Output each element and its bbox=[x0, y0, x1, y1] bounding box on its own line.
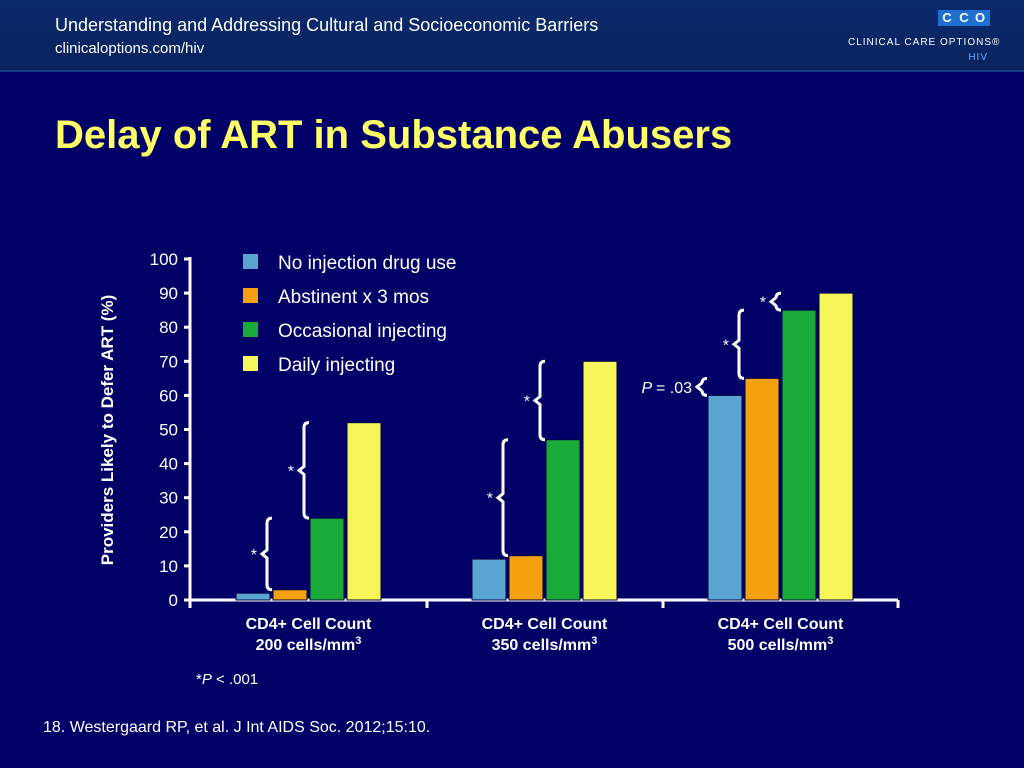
bar bbox=[545, 439, 581, 601]
significance-bracket bbox=[296, 421, 310, 520]
y-tick-label: 40 bbox=[159, 455, 178, 474]
header-divider bbox=[0, 70, 1024, 72]
legend-swatch bbox=[243, 254, 258, 269]
slide-title: Delay of ART in Substance Abusers bbox=[55, 113, 733, 157]
significance-bracket bbox=[259, 516, 273, 592]
reference-citation: 18. Westergaard RP, et al. J Int AIDS So… bbox=[43, 719, 431, 736]
bar bbox=[744, 377, 780, 601]
significance-bracket bbox=[731, 308, 745, 380]
header-bar: Understanding and Addressing Cultural an… bbox=[0, 0, 1024, 72]
significance-label: * bbox=[760, 295, 766, 312]
bar bbox=[818, 292, 854, 601]
bar bbox=[707, 394, 743, 601]
category-label-line2: 200 cells/mm3 bbox=[256, 635, 362, 654]
y-tick-label: 10 bbox=[159, 557, 178, 576]
y-tick-label: 70 bbox=[159, 352, 178, 371]
header-url[interactable]: clinicaloptions.com/hiv bbox=[55, 40, 205, 57]
significance-label: P = .03 bbox=[641, 380, 692, 397]
y-tick-label: 90 bbox=[159, 284, 178, 303]
logo-section: HIV bbox=[968, 52, 988, 63]
logo-mark: C C O bbox=[938, 10, 990, 26]
significance-label: * bbox=[524, 394, 530, 411]
bar bbox=[508, 555, 544, 601]
bar bbox=[235, 592, 271, 601]
p-value-text: = .03 bbox=[656, 380, 692, 397]
significance-label: * bbox=[288, 463, 294, 480]
legend-label: Abstinent x 3 mos bbox=[278, 287, 429, 308]
legend-label: No injection drug use bbox=[278, 253, 457, 274]
category-label-line2: 350 cells/mm3 bbox=[492, 635, 598, 654]
logo-letter: C bbox=[942, 10, 952, 25]
legend-swatch bbox=[243, 356, 258, 371]
significance-bracket bbox=[768, 291, 782, 312]
footnote: *P < .001 bbox=[196, 671, 258, 688]
p-value-italic: P bbox=[641, 380, 656, 397]
logo-letter: O bbox=[974, 10, 986, 25]
legend-label: Occasional injecting bbox=[278, 321, 447, 342]
significance-label: * bbox=[251, 547, 257, 564]
logo-letter: C bbox=[959, 10, 969, 25]
legend-label: Daily injecting bbox=[278, 355, 395, 376]
header-title: Understanding and Addressing Cultural an… bbox=[55, 15, 599, 35]
category-label-line2: 500 cells/mm3 bbox=[728, 635, 834, 654]
category-label-line1: CD4+ Cell Count bbox=[246, 616, 372, 633]
significance-label: * bbox=[487, 491, 493, 508]
logo-name: CLINICAL CARE OPTIONS® bbox=[848, 37, 1001, 48]
footnote-star: * bbox=[196, 671, 202, 688]
bar bbox=[346, 422, 382, 601]
significance-bracket bbox=[495, 438, 509, 558]
legend-swatch bbox=[243, 322, 258, 337]
legend-swatch bbox=[243, 288, 258, 303]
category-label-line1: CD4+ Cell Count bbox=[482, 616, 608, 633]
y-tick-label: 20 bbox=[159, 523, 178, 542]
category-label-superscript: 3 bbox=[827, 635, 833, 647]
y-tick-label: 80 bbox=[159, 318, 178, 337]
footnote-threshold: < .001 bbox=[211, 671, 259, 688]
category-label-line1: CD4+ Cell Count bbox=[718, 616, 844, 633]
y-tick-label: 100 bbox=[150, 250, 178, 269]
y-tick-label: 50 bbox=[159, 421, 178, 440]
significance-label: * bbox=[723, 337, 729, 354]
footnote-p: P bbox=[201, 671, 212, 688]
clinical-care-options-logo: C C O CLINICAL CARE OPTIONS® HIV bbox=[848, 10, 999, 66]
y-tick-label: 30 bbox=[159, 489, 178, 508]
significance-bracket bbox=[532, 359, 546, 442]
bar bbox=[781, 309, 817, 601]
y-tick-label: 60 bbox=[159, 386, 178, 405]
category-label-superscript: 3 bbox=[591, 635, 597, 647]
significance-bracket bbox=[694, 376, 708, 397]
y-tick-label: 0 bbox=[169, 591, 178, 610]
bar bbox=[272, 589, 308, 601]
bar bbox=[582, 360, 618, 601]
category-label-superscript: 3 bbox=[355, 635, 361, 647]
bar bbox=[309, 517, 345, 601]
bar bbox=[471, 558, 507, 601]
